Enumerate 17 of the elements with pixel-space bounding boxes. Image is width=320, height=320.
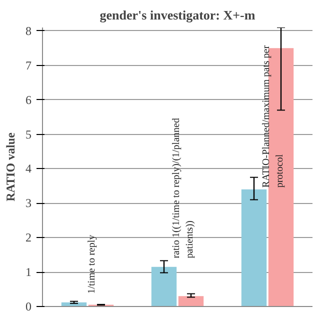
y-tick-label: 7 <box>26 58 32 72</box>
y-tick-label: 5 <box>26 127 32 142</box>
x-tick-label: 1/time to reply <box>86 234 98 294</box>
y-axis-title: RATIO value <box>4 132 18 202</box>
bar <box>151 266 177 306</box>
bar <box>178 296 204 306</box>
bar <box>241 189 267 306</box>
y-tick-label: 8 <box>26 24 32 38</box>
y-tick-label: 2 <box>26 230 32 245</box>
y-tick-label: 1 <box>26 265 32 280</box>
y-tick-label: 4 <box>26 162 32 176</box>
y-tick-label: 0 <box>26 300 32 314</box>
y-tick-label: 6 <box>26 92 32 107</box>
x-tick-label: RATIO-Planned/maximum pats per protocol <box>261 44 286 188</box>
x-tick-label: ratio 1((1/time to reply)/(1/planned patients)) <box>171 118 196 258</box>
chart-title: gender's investigator: X+-m <box>100 8 256 22</box>
y-tick-label: 3 <box>26 196 32 210</box>
